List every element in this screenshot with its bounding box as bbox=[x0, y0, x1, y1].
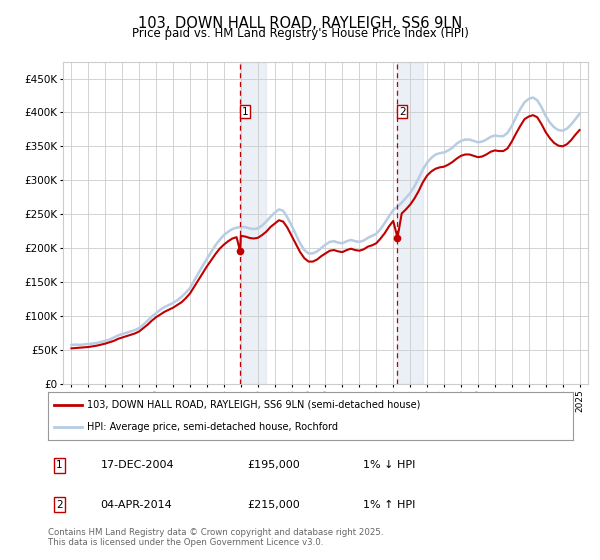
Text: 1% ↓ HPI: 1% ↓ HPI bbox=[363, 460, 415, 470]
Text: 1: 1 bbox=[241, 106, 248, 116]
Text: 103, DOWN HALL ROAD, RAYLEIGH, SS6 9LN (semi-detached house): 103, DOWN HALL ROAD, RAYLEIGH, SS6 9LN (… bbox=[88, 400, 421, 410]
Bar bbox=[240, 62, 266, 384]
Text: Price paid vs. HM Land Registry's House Price Index (HPI): Price paid vs. HM Land Registry's House … bbox=[131, 27, 469, 40]
Text: HPI: Average price, semi-detached house, Rochford: HPI: Average price, semi-detached house,… bbox=[88, 422, 338, 432]
Text: 1: 1 bbox=[56, 460, 63, 470]
Text: Contains HM Land Registry data © Crown copyright and database right 2025.
This d: Contains HM Land Registry data © Crown c… bbox=[48, 528, 383, 547]
Text: 04-APR-2014: 04-APR-2014 bbox=[101, 500, 172, 510]
Text: 103, DOWN HALL ROAD, RAYLEIGH, SS6 9LN: 103, DOWN HALL ROAD, RAYLEIGH, SS6 9LN bbox=[138, 16, 462, 31]
Text: 17-DEC-2004: 17-DEC-2004 bbox=[101, 460, 174, 470]
Bar bbox=[397, 62, 423, 384]
Text: 2: 2 bbox=[56, 500, 63, 510]
Text: £195,000: £195,000 bbox=[248, 460, 300, 470]
Text: 1% ↑ HPI: 1% ↑ HPI bbox=[363, 500, 415, 510]
Text: £215,000: £215,000 bbox=[248, 500, 300, 510]
Text: 2: 2 bbox=[399, 106, 406, 116]
